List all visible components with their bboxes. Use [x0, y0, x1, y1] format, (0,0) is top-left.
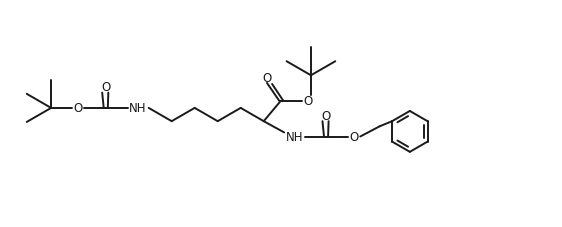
- Text: NH: NH: [285, 131, 303, 143]
- Text: O: O: [321, 109, 330, 122]
- Text: O: O: [350, 131, 359, 143]
- Text: O: O: [303, 95, 313, 108]
- Text: O: O: [73, 102, 82, 115]
- Text: O: O: [262, 72, 271, 85]
- Text: O: O: [101, 81, 110, 94]
- Text: NH: NH: [129, 102, 146, 115]
